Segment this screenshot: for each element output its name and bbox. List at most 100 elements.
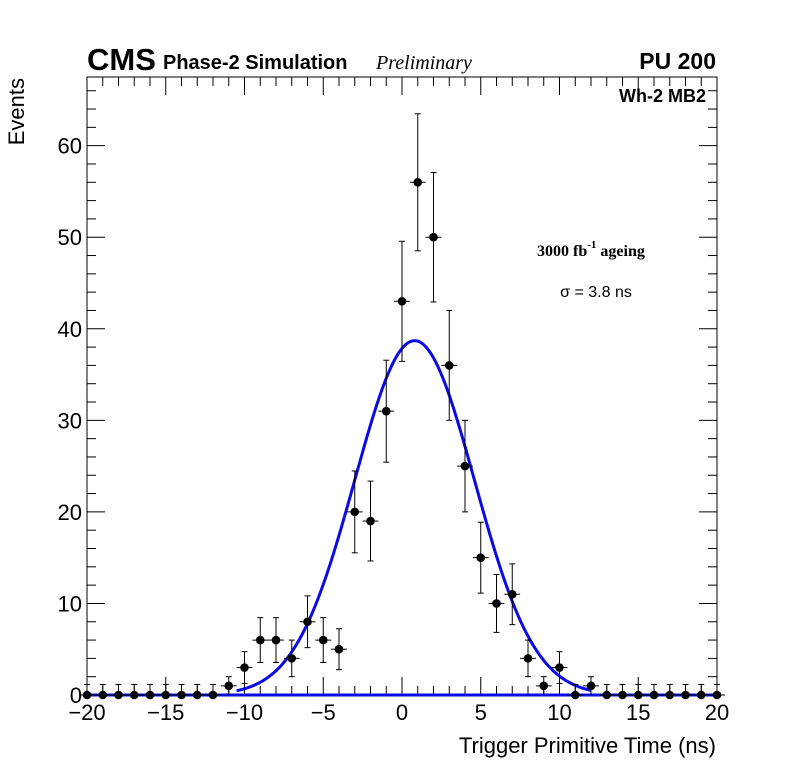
data-point: [614, 683, 631, 700]
data-marker: [492, 599, 501, 608]
pileup-label: PU 200: [639, 48, 716, 74]
x-tick-label: −20: [68, 700, 105, 725]
plot-frame: [86, 76, 718, 696]
y-tick-label: 40: [58, 317, 82, 342]
data-marker: [633, 690, 643, 700]
ageing-prefix: 3000 fb: [537, 243, 587, 260]
experiment-label: CMS: [87, 42, 156, 77]
data-point: [236, 651, 253, 684]
data-marker: [586, 681, 596, 691]
data-marker: [208, 690, 218, 700]
data-point: [709, 683, 725, 700]
x-tick-label: −15: [147, 700, 184, 725]
data-marker: [696, 690, 706, 700]
y-tick-label: 0: [70, 683, 82, 708]
data-point: [79, 683, 95, 700]
data-marker: [507, 589, 517, 599]
data-point: [551, 651, 568, 684]
data-point: [142, 683, 158, 700]
data-marker: [145, 690, 155, 700]
data-point: [173, 683, 190, 700]
data-point: [504, 563, 521, 626]
subtitle-label: Phase-2 Simulation: [163, 52, 348, 74]
x-tick-label: −10: [226, 700, 263, 725]
data-marker: [255, 635, 265, 645]
data-point: [189, 683, 206, 700]
data-marker: [555, 663, 564, 672]
data-point: [362, 480, 379, 562]
y-axis-tick-labels: 0 10 20 30 40 50 60: [58, 134, 82, 708]
data-marker: [476, 553, 486, 562]
data-point: [677, 683, 694, 700]
data-point: [598, 683, 615, 700]
data-point: [268, 617, 284, 663]
data-marker: [413, 177, 423, 187]
data-marker: [618, 690, 627, 700]
data-point: [157, 683, 174, 700]
data-marker: [350, 507, 360, 517]
data-marker: [192, 690, 202, 700]
gaussian-fit-line: [236, 339, 592, 693]
data-point: [661, 683, 678, 700]
data-point: [646, 683, 662, 700]
data-point: [110, 683, 127, 700]
data-point: [126, 683, 143, 700]
data-marker: [602, 690, 612, 700]
data-point: [425, 171, 442, 303]
y-tick-label: 30: [58, 408, 82, 433]
data-point: [94, 683, 111, 700]
data-marker: [397, 297, 407, 306]
data-point: [205, 683, 221, 700]
data-marker: [98, 690, 108, 700]
data-marker: [429, 232, 438, 242]
region-label: Wh-2 MB2: [619, 86, 706, 106]
data-point: [331, 628, 347, 671]
data-marker: [460, 461, 470, 471]
ageing-suffix: ageing: [596, 243, 644, 260]
data-marker: [114, 690, 123, 700]
data-marker: [161, 690, 171, 700]
data-marker: [366, 516, 375, 526]
data-marker: [523, 654, 533, 663]
data-point: [630, 683, 647, 700]
ageing-exponent: -1: [587, 239, 596, 251]
data-point: [315, 617, 332, 663]
x-tick-label: 10: [547, 700, 571, 725]
x-tick-label: 20: [705, 700, 729, 725]
y-tick-label: 50: [58, 225, 82, 250]
data-point: [457, 419, 473, 513]
data-point: [535, 676, 552, 695]
data-point: [693, 683, 710, 700]
data-marker: [287, 654, 297, 663]
data-point: [441, 309, 458, 421]
status-label: Preliminary: [375, 52, 472, 74]
y-axis-label: Events: [4, 78, 29, 145]
data-point: [299, 595, 316, 649]
y-axis-ticks: [87, 90, 717, 696]
ageing-label: 3000 fb-1 ageing: [537, 239, 645, 260]
x-axis-tick-labels: −20 −15 −10 −5 0 5 10 15 20: [68, 700, 729, 725]
data-marker: [570, 690, 580, 700]
data-marker: [303, 617, 312, 627]
data-points-layer: [79, 113, 725, 700]
x-tick-label: 15: [626, 700, 650, 725]
x-tick-label: 5: [475, 700, 487, 725]
x-tick-label: −5: [311, 700, 336, 725]
data-point: [583, 676, 599, 695]
sigma-label: σ = 3.8 ns: [560, 284, 632, 301]
data-point: [378, 359, 395, 463]
data-marker: [334, 644, 344, 654]
data-marker: [681, 690, 690, 700]
data-marker: [177, 690, 186, 700]
data-marker: [665, 690, 675, 700]
data-point: [472, 521, 489, 594]
x-axis-label: Trigger Primitive Time (ns): [459, 733, 716, 758]
data-point: [520, 639, 536, 678]
data-point: [394, 240, 410, 362]
fit-curve-layer: [87, 339, 717, 697]
data-marker: [381, 406, 391, 416]
data-marker: [240, 663, 249, 672]
data-marker: [539, 681, 549, 691]
data-point: [488, 573, 505, 633]
